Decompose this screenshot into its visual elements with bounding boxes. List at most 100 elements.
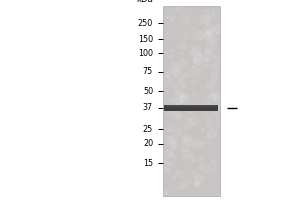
Ellipse shape — [199, 164, 205, 170]
Ellipse shape — [180, 52, 183, 55]
Ellipse shape — [181, 183, 187, 189]
Ellipse shape — [166, 136, 173, 143]
Ellipse shape — [171, 62, 179, 71]
Ellipse shape — [183, 34, 188, 39]
Bar — [166, 105, 217, 107]
Ellipse shape — [193, 69, 201, 78]
Ellipse shape — [195, 175, 204, 184]
Text: kDa: kDa — [136, 0, 153, 4]
Ellipse shape — [213, 93, 217, 97]
Ellipse shape — [207, 29, 212, 34]
Ellipse shape — [192, 47, 201, 56]
Ellipse shape — [162, 160, 168, 165]
Ellipse shape — [204, 32, 210, 38]
Ellipse shape — [198, 104, 200, 106]
Ellipse shape — [213, 167, 217, 170]
Ellipse shape — [204, 57, 209, 62]
Ellipse shape — [180, 83, 185, 88]
Ellipse shape — [166, 15, 169, 18]
Ellipse shape — [204, 47, 210, 53]
Ellipse shape — [163, 76, 171, 85]
Ellipse shape — [204, 64, 208, 69]
Ellipse shape — [206, 82, 214, 90]
Ellipse shape — [207, 49, 212, 55]
Ellipse shape — [165, 190, 170, 194]
Ellipse shape — [200, 54, 202, 57]
Ellipse shape — [208, 129, 217, 138]
Ellipse shape — [175, 91, 177, 93]
Ellipse shape — [177, 94, 184, 102]
Ellipse shape — [200, 142, 205, 147]
Ellipse shape — [214, 25, 221, 33]
Ellipse shape — [176, 171, 180, 174]
Ellipse shape — [165, 106, 173, 114]
Ellipse shape — [192, 92, 195, 95]
Ellipse shape — [204, 51, 212, 59]
Ellipse shape — [205, 117, 213, 125]
Ellipse shape — [170, 141, 177, 148]
Ellipse shape — [206, 134, 209, 137]
Ellipse shape — [165, 149, 172, 157]
Ellipse shape — [195, 56, 204, 65]
Ellipse shape — [200, 158, 203, 162]
Ellipse shape — [182, 73, 187, 78]
Ellipse shape — [193, 172, 197, 177]
Ellipse shape — [194, 53, 202, 61]
Ellipse shape — [184, 135, 190, 141]
Ellipse shape — [181, 138, 185, 143]
Ellipse shape — [210, 29, 217, 36]
Ellipse shape — [173, 176, 175, 179]
Ellipse shape — [169, 153, 174, 157]
Text: 15: 15 — [143, 158, 153, 168]
Ellipse shape — [214, 111, 219, 117]
Ellipse shape — [189, 117, 198, 125]
Ellipse shape — [181, 95, 188, 103]
Text: 250: 250 — [138, 19, 153, 27]
Ellipse shape — [171, 18, 175, 21]
Ellipse shape — [195, 184, 198, 187]
Ellipse shape — [212, 12, 215, 15]
Ellipse shape — [211, 76, 218, 82]
Ellipse shape — [212, 94, 221, 102]
Ellipse shape — [173, 72, 177, 76]
Ellipse shape — [190, 154, 194, 157]
Ellipse shape — [201, 128, 204, 131]
Ellipse shape — [206, 35, 214, 43]
Ellipse shape — [189, 110, 192, 113]
Ellipse shape — [185, 138, 194, 146]
Ellipse shape — [176, 114, 182, 119]
Ellipse shape — [192, 65, 195, 69]
Ellipse shape — [194, 181, 198, 185]
Ellipse shape — [169, 135, 177, 143]
Ellipse shape — [176, 186, 179, 190]
Text: 100: 100 — [138, 48, 153, 58]
Ellipse shape — [210, 41, 217, 48]
Ellipse shape — [205, 19, 211, 25]
Ellipse shape — [170, 98, 175, 102]
Ellipse shape — [207, 10, 214, 18]
Ellipse shape — [206, 96, 211, 101]
Ellipse shape — [166, 72, 171, 77]
Ellipse shape — [163, 191, 166, 194]
Ellipse shape — [181, 93, 189, 101]
Ellipse shape — [182, 150, 190, 158]
Ellipse shape — [191, 80, 196, 85]
Ellipse shape — [180, 42, 187, 49]
Ellipse shape — [207, 125, 211, 128]
Ellipse shape — [178, 101, 182, 106]
Ellipse shape — [178, 91, 184, 97]
Ellipse shape — [170, 49, 173, 52]
Ellipse shape — [170, 81, 177, 89]
Ellipse shape — [175, 97, 183, 105]
Ellipse shape — [193, 59, 195, 62]
Ellipse shape — [216, 107, 219, 110]
Ellipse shape — [175, 63, 184, 72]
Ellipse shape — [173, 69, 181, 77]
Ellipse shape — [204, 101, 211, 109]
Ellipse shape — [187, 71, 191, 76]
Ellipse shape — [174, 128, 181, 135]
Text: 50: 50 — [143, 86, 153, 96]
Text: 37: 37 — [143, 104, 153, 112]
Ellipse shape — [202, 165, 210, 173]
Ellipse shape — [210, 169, 213, 172]
